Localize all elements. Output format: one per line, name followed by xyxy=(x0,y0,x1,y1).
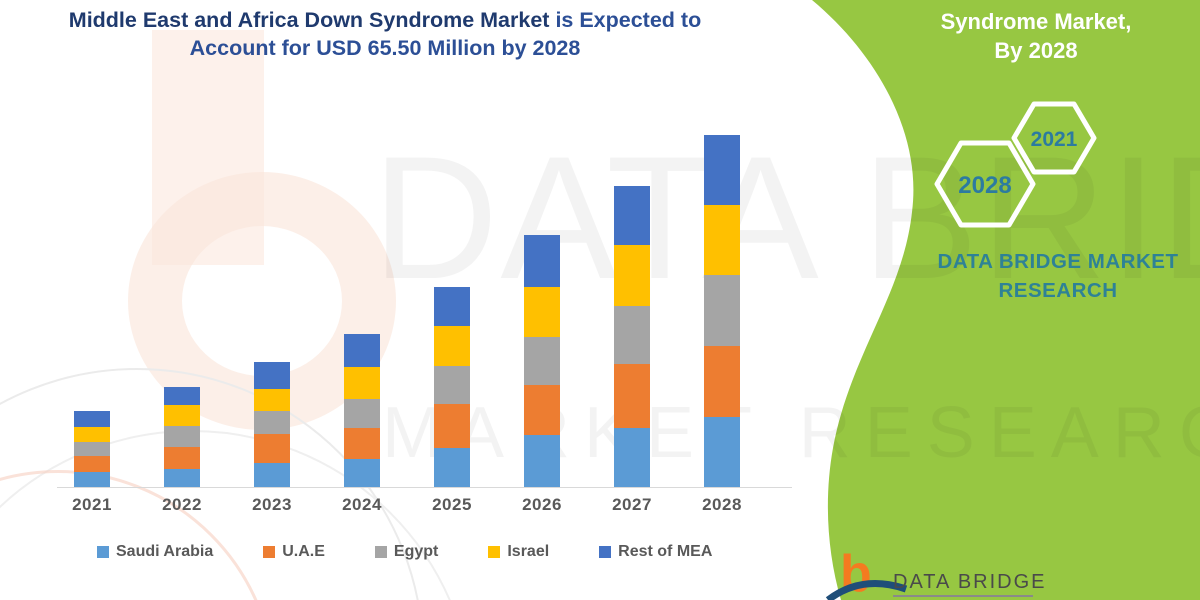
bar-segment-2028-u-a-e xyxy=(704,346,740,418)
bar-segment-2022-egypt xyxy=(164,425,200,448)
bar-segment-2025-saudi-arabia xyxy=(434,447,470,487)
legend-label: Israel xyxy=(507,543,550,560)
bar-segment-2025-u-a-e xyxy=(434,404,470,448)
brand-name: DATA BRIDGE MARKET RESEARCH xyxy=(905,248,1200,305)
brand-name-line2: RESEARCH xyxy=(998,278,1118,302)
bar-segment-2023-egypt xyxy=(254,411,290,435)
hexagon-2021 xyxy=(1011,101,1097,175)
bar-segment-2026-egypt xyxy=(524,336,560,386)
x-axis-label-2024: 2024 xyxy=(342,495,382,514)
bar-segment-2021-israel xyxy=(74,426,110,442)
legend-swatch xyxy=(488,546,501,558)
bar-segment-2028-rest-of-mea xyxy=(704,135,740,206)
bar-segment-2026-u-a-e xyxy=(524,385,560,436)
bar-segment-2021-rest-of-mea xyxy=(74,411,110,427)
x-axis-label-2025: 2025 xyxy=(432,495,472,514)
legend-label: Rest of MEA xyxy=(618,543,713,560)
x-axis-label-2021: 2021 xyxy=(72,495,112,514)
x-axis-label-2028: 2028 xyxy=(702,495,742,514)
logo-subtext: MARKET RESEARCH xyxy=(893,598,1068,600)
panel-heading: Syndrome Market, By 2028 xyxy=(880,8,1192,65)
brand-name-line1: DATA BRIDGE MARKET xyxy=(937,250,1179,273)
bar-segment-2024-rest-of-mea xyxy=(344,334,380,368)
bar-segment-2026-rest-of-mea xyxy=(524,235,560,287)
page-title: Middle East and Africa Down Syndrome Mar… xyxy=(55,6,715,63)
bar-segment-2024-saudi-arabia xyxy=(344,458,380,487)
x-axis-label-2026: 2026 xyxy=(522,495,562,514)
panel-heading-line1: Syndrome Market, xyxy=(940,9,1132,34)
chart-legend: Saudi Arabia U.A.E Egypt Israel Rest of MEA xyxy=(97,543,712,561)
bar-segment-2022-rest-of-mea xyxy=(164,386,200,405)
bar-segment-2024-u-a-e xyxy=(344,427,380,459)
bar-segment-2023-rest-of-mea xyxy=(254,362,290,389)
legend-item-saudi-arabia: Saudi Arabia xyxy=(97,543,213,561)
bar-segment-2021-egypt xyxy=(74,441,110,457)
legend-swatch xyxy=(263,546,276,558)
legend-item-israel: Israel xyxy=(488,543,549,561)
bar-segment-2023-israel xyxy=(254,388,290,412)
x-axis-label-2027: 2027 xyxy=(612,495,652,514)
bar-segment-2022-saudi-arabia xyxy=(164,468,200,487)
legend-swatch xyxy=(599,546,612,558)
bar-segment-2022-israel xyxy=(164,404,200,426)
legend-swatch xyxy=(97,546,109,558)
bar-segment-2025-egypt xyxy=(434,366,470,405)
bar-segment-2027-egypt xyxy=(614,305,650,365)
bar-segment-2027-israel xyxy=(614,244,650,306)
bar-segment-2021-u-a-e xyxy=(74,456,110,472)
logo-swoosh-path xyxy=(825,580,908,600)
hexagon-2021-label: 2021 xyxy=(1031,128,1078,151)
hexagon-2028 xyxy=(934,140,1036,228)
legend-swatch xyxy=(374,546,387,558)
bar-segment-2024-israel xyxy=(344,367,380,399)
bar-segment-2021-saudi-arabia xyxy=(74,471,110,487)
hexagon-2028-label: 2028 xyxy=(958,172,1011,199)
bar-segment-2024-egypt xyxy=(344,398,380,428)
legend-item-u-a-e: U.A.E xyxy=(263,543,325,561)
bar-segment-2028-egypt xyxy=(704,275,740,347)
bar-segment-2026-israel xyxy=(524,286,560,337)
bar-segment-2025-rest-of-mea xyxy=(434,287,470,327)
bar-segment-2027-u-a-e xyxy=(614,364,650,428)
green-panel-shape xyxy=(812,0,1200,600)
legend-label: Saudi Arabia xyxy=(116,543,214,560)
page-title-forecast: is Expected to Account for USD 65.50 Mil… xyxy=(189,8,702,61)
legend-label: Egypt xyxy=(393,543,439,560)
panel-heading-line2: By 2028 xyxy=(994,37,1078,63)
logo-underline xyxy=(893,595,1033,597)
bar-segment-2026-saudi-arabia xyxy=(524,435,560,487)
bar-segment-2022-u-a-e xyxy=(164,447,200,469)
bar-segment-2025-israel xyxy=(434,326,470,367)
bar-segment-2028-israel xyxy=(704,205,740,276)
legend-label: U.A.E xyxy=(282,543,325,560)
bar-segment-2027-rest-of-mea xyxy=(614,185,650,245)
bar-segment-2028-saudi-arabia xyxy=(704,417,740,487)
x-axis-label-2022: 2022 xyxy=(162,495,202,514)
legend-item-rest-of-mea: Rest of MEA xyxy=(599,543,712,561)
page-title-market: Middle East and Africa Down Syndrome Mar… xyxy=(68,8,550,32)
bar-segment-2027-saudi-arabia xyxy=(614,427,650,487)
x-axis-line xyxy=(57,487,792,488)
bar-segment-2023-saudi-arabia xyxy=(254,462,290,487)
bar-segment-2023-u-a-e xyxy=(254,434,290,463)
legend-item-egypt: Egypt xyxy=(374,543,439,561)
x-axis-label-2023: 2023 xyxy=(252,495,292,514)
logo-name-text: DATA BRIDGE xyxy=(893,571,1047,593)
